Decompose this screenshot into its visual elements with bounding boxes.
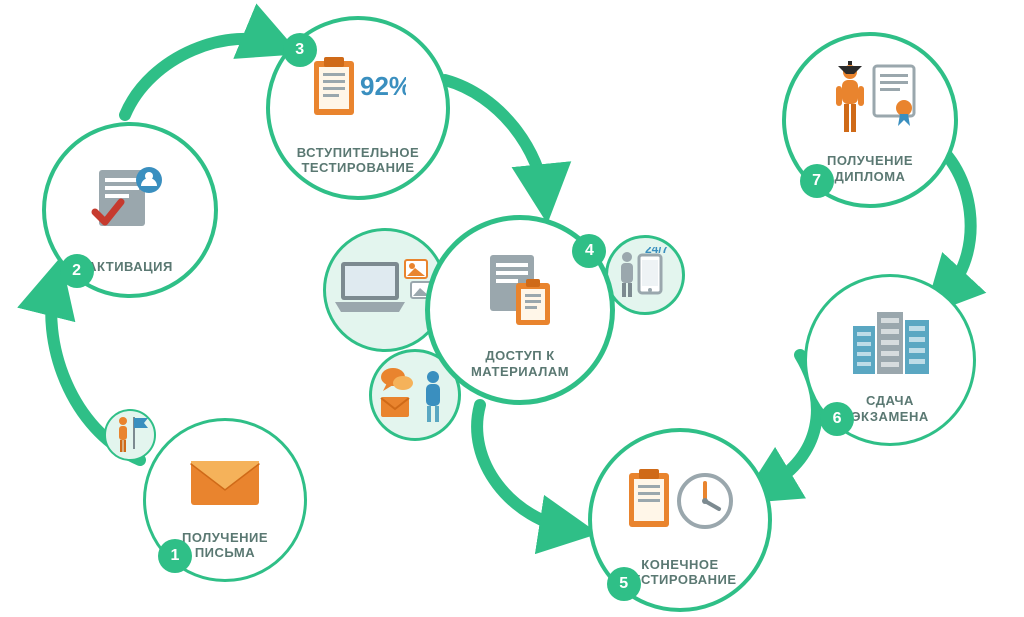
step-node-4: ДОСТУП К МАТЕРИАЛАМ 4 bbox=[425, 215, 615, 405]
diploma-icon bbox=[820, 36, 920, 153]
materials-icon bbox=[480, 220, 560, 348]
step-number-badge: 6 bbox=[820, 402, 854, 436]
step-label: АКТИВАЦИЯ bbox=[87, 259, 173, 275]
step-node-2: АКТИВАЦИЯ2 bbox=[42, 122, 218, 298]
step-number-badge: 3 bbox=[283, 33, 317, 67]
step-number-badge: 1 bbox=[158, 539, 192, 573]
envelope-icon bbox=[189, 421, 261, 530]
building-icon bbox=[845, 277, 935, 393]
step-node-6: СДАЧА ЭКЗАМЕНА6 bbox=[804, 274, 976, 446]
step-number-badge: 5 bbox=[607, 567, 641, 601]
step-label: ВСТУПИТЕЛЬНОЕ ТЕСТИРОВАНИЕ bbox=[297, 145, 419, 176]
finaltest-icon bbox=[625, 432, 735, 557]
step-node-7: ПОЛУЧЕНИЕ ДИПЛОМА7 bbox=[782, 32, 958, 208]
phone-247-icon: 24/7 bbox=[613, 247, 677, 303]
activation-icon bbox=[91, 126, 169, 259]
svg-text:24/7: 24/7 bbox=[645, 247, 669, 256]
test92-icon: 92% bbox=[310, 20, 406, 145]
step-node-5: КОНЕЧНОЕ ТЕСТИРОВАНИЕ5 bbox=[588, 428, 772, 612]
step-label: ПОЛУЧЕНИЕ ДИПЛОМА bbox=[827, 153, 913, 184]
step-label: ПОЛУЧЕНИЕ ПИСЬМА bbox=[182, 530, 268, 561]
sub-circle-person-flag bbox=[104, 409, 156, 461]
laptop-photos-icon bbox=[335, 252, 435, 328]
step-number-badge: 7 bbox=[800, 164, 834, 198]
arrow bbox=[125, 39, 278, 115]
step-node-3: 92% ВСТУПИТЕЛЬНОЕ ТЕСТИРОВАНИЕ 3 bbox=[266, 16, 450, 200]
arrow bbox=[445, 80, 545, 200]
sub-circle-phone-247: 24/7 bbox=[605, 235, 685, 315]
step-number-badge: 2 bbox=[60, 254, 94, 288]
step-node-1: ПОЛУЧЕНИЕ ПИСЬМА1 bbox=[143, 418, 307, 582]
step-label: СДАЧА ЭКЗАМЕНА bbox=[851, 393, 928, 424]
svg-text:92%: 92% bbox=[360, 71, 406, 101]
arrow bbox=[477, 405, 575, 530]
step-label: ДОСТУП К МАТЕРИАЛАМ bbox=[471, 348, 569, 379]
chat-mail-person-icon bbox=[377, 365, 453, 425]
process-diagram: 24/7 ПОЛУЧЕНИЕ ПИСЬМА1 АКТИВАЦИЯ2 bbox=[0, 0, 1024, 617]
step-number-badge: 4 bbox=[572, 234, 606, 268]
person-flag-icon bbox=[110, 413, 150, 457]
